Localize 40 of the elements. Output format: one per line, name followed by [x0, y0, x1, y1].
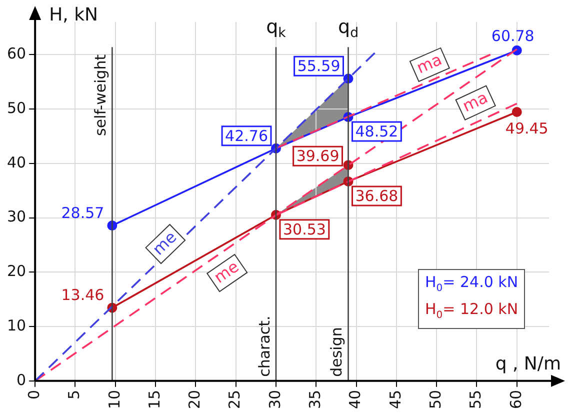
y-tick-label: 40	[6, 153, 26, 172]
data-label: 49.45	[505, 119, 548, 138]
data-label: 48.52	[355, 122, 398, 140]
x-tick-label: 45	[386, 390, 404, 410]
x-axis-title: q , N/m	[495, 354, 561, 375]
ref-line-label: design	[328, 327, 346, 377]
text: me	[210, 256, 242, 287]
x-tick-label: 15	[145, 390, 164, 410]
y-axis-title: H, kN	[49, 4, 98, 26]
ref-line-label: self-weight	[92, 54, 110, 136]
text: H$_{0}$= 12.0 kN	[425, 298, 518, 323]
x-tick-label: 50	[426, 390, 444, 410]
data-label: 36.68	[355, 186, 398, 205]
y-tick-label: 50	[6, 98, 26, 117]
text: ma	[460, 88, 491, 116]
y-tick-label: 60	[6, 44, 26, 63]
data-label: 39.69	[296, 146, 340, 165]
text: ma	[414, 50, 445, 78]
data-label: 42.76	[225, 126, 268, 145]
data-label: 30.53	[282, 220, 326, 238]
y-tick-label: 30	[6, 208, 26, 226]
x-tick-label: 40	[346, 390, 364, 410]
data-label: 28.57	[61, 204, 104, 222]
data-label: 55.59	[297, 57, 340, 75]
ref-line-label: charact.	[255, 316, 274, 377]
data-label: 60.78	[491, 26, 534, 45]
text: me	[148, 227, 180, 259]
x-tick-label: 10	[105, 390, 124, 410]
text: H$_{0}$= 24.0 kN	[425, 272, 518, 296]
y-tick-label: 10	[6, 316, 26, 334]
x-tick-label: 30	[266, 390, 284, 410]
x-tick-label: 25	[226, 390, 244, 410]
x-tick-label: 0	[24, 390, 43, 400]
x-tick-label: 5	[65, 390, 84, 400]
x-tick-label: 35	[306, 390, 324, 410]
y-tick-label: 20	[6, 262, 26, 280]
x-tick-label: 60	[506, 390, 525, 410]
data-label: 13.46	[61, 286, 104, 304]
x-tick-label: 55	[466, 390, 485, 410]
x-tick-label: 20	[186, 390, 204, 410]
